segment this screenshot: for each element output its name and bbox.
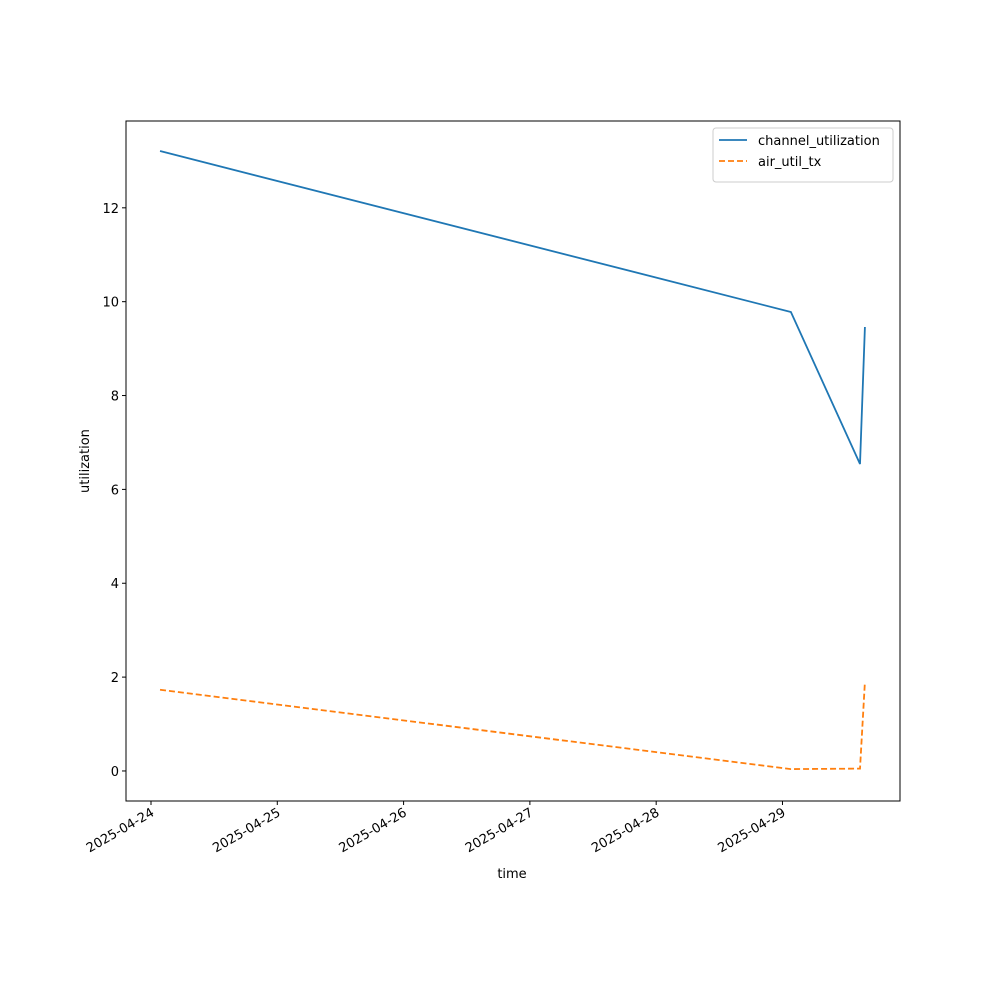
y-tick-label: 12 (102, 202, 119, 217)
legend: channel_utilization air_util_tx (712, 127, 894, 183)
y-tick-label: 4 (111, 577, 119, 592)
y-tick-label: 0 (111, 765, 119, 780)
y-tick-label: 8 (111, 390, 119, 405)
y-tick-label: 10 (102, 296, 119, 311)
legend-label: channel_utilization (758, 134, 880, 149)
y-tick-label: 2 (111, 671, 119, 686)
legend-box (712, 127, 894, 183)
y-axis-label: utilization (78, 429, 93, 493)
legend-label: air_util_tx (758, 155, 822, 170)
series-line (159, 681, 866, 770)
x-axis-label: time (497, 867, 526, 882)
y-tick-label: 6 (111, 483, 119, 498)
series-line (159, 150, 866, 465)
plot-frame (125, 120, 901, 802)
